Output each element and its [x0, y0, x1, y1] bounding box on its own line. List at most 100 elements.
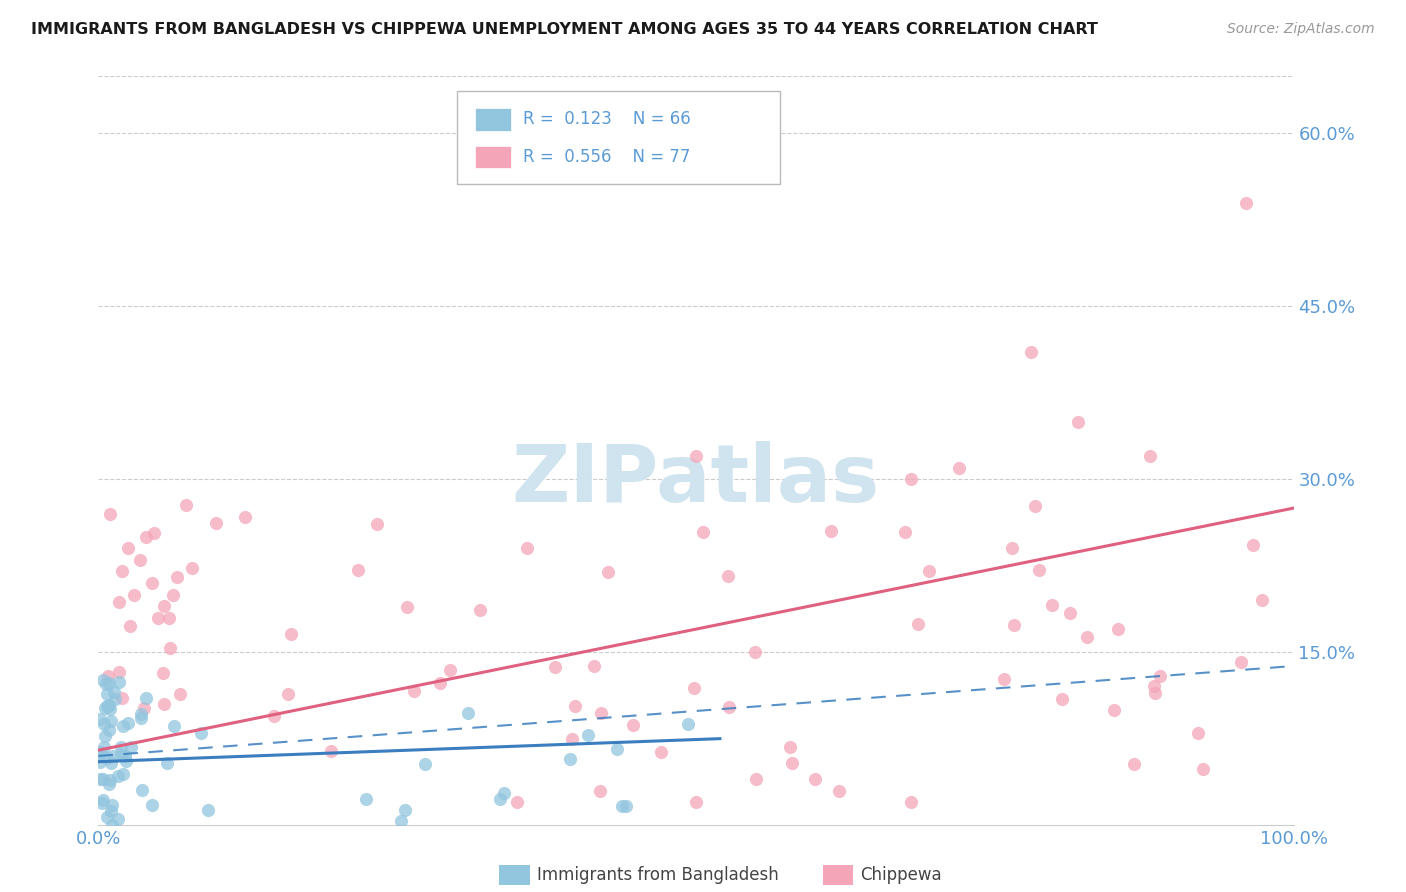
Point	[506, 795, 529, 809]
Point	[900, 472, 922, 486]
Point	[96, 698, 118, 713]
Point	[389, 814, 412, 829]
Point	[685, 795, 707, 809]
Point	[1192, 762, 1215, 776]
Point	[101, 748, 124, 763]
Point	[718, 700, 741, 714]
Point	[319, 744, 342, 758]
Point	[103, 685, 125, 699]
Text: R =  0.123    N = 66: R = 0.123 N = 66	[523, 111, 690, 128]
Point	[589, 783, 612, 797]
Point	[429, 676, 451, 690]
Point	[101, 818, 124, 832]
Text: Chippewa: Chippewa	[860, 866, 942, 884]
Point	[159, 640, 181, 655]
Point	[614, 798, 637, 813]
Point	[153, 697, 176, 711]
Point	[1149, 669, 1171, 683]
Point	[90, 745, 112, 759]
Text: IMMIGRANTS FROM BANGLADESH VS CHIPPEWA UNEMPLOYMENT AMONG AGES 35 TO 44 YEARS CO: IMMIGRANTS FROM BANGLADESH VS CHIPPEWA U…	[31, 22, 1098, 37]
Point	[117, 541, 139, 556]
Point	[277, 687, 299, 701]
Text: Source: ZipAtlas.com: Source: ZipAtlas.com	[1227, 22, 1375, 37]
FancyBboxPatch shape	[475, 145, 510, 168]
Point	[1107, 622, 1129, 636]
Point	[717, 569, 740, 583]
Point	[142, 526, 165, 541]
Point	[153, 599, 176, 613]
Point	[1139, 449, 1161, 463]
Point	[1001, 541, 1024, 555]
Point	[596, 565, 619, 579]
Point	[157, 611, 180, 625]
Point	[108, 594, 131, 608]
Point	[685, 449, 707, 463]
Point	[564, 698, 586, 713]
Point	[110, 739, 132, 754]
Point	[692, 524, 714, 539]
Point	[107, 769, 129, 783]
Point	[1040, 598, 1063, 612]
Point	[494, 787, 516, 801]
Point	[111, 719, 134, 733]
Point	[683, 681, 706, 696]
FancyBboxPatch shape	[457, 91, 780, 185]
Point	[107, 674, 129, 689]
Point	[97, 669, 120, 683]
Point	[948, 460, 970, 475]
Point	[108, 665, 131, 679]
Point	[1028, 563, 1050, 577]
Point	[402, 684, 425, 698]
Point	[129, 553, 152, 567]
Point	[489, 792, 512, 806]
Point	[820, 524, 842, 539]
Point	[1241, 538, 1264, 552]
Point	[100, 756, 122, 770]
Point	[141, 576, 163, 591]
Point	[1076, 630, 1098, 644]
Point	[650, 744, 672, 758]
Point	[1230, 656, 1253, 670]
Point	[148, 610, 170, 624]
Point	[93, 717, 115, 731]
Point	[621, 718, 644, 732]
Point	[591, 706, 613, 720]
Point	[91, 793, 114, 807]
Point	[804, 772, 827, 786]
Point	[89, 755, 111, 769]
Point	[1002, 617, 1025, 632]
Point	[91, 796, 114, 810]
Point	[114, 749, 136, 764]
Point	[197, 803, 219, 817]
Point	[205, 516, 228, 530]
Point	[1234, 195, 1257, 210]
Point	[163, 719, 186, 733]
Point	[606, 742, 628, 756]
Point	[111, 691, 134, 706]
Point	[162, 588, 184, 602]
Point	[907, 616, 929, 631]
Text: ZIPatlas: ZIPatlas	[512, 442, 880, 519]
Point	[98, 702, 121, 716]
Point	[544, 660, 567, 674]
Point	[1251, 593, 1274, 607]
Point	[91, 772, 114, 786]
Point	[129, 711, 152, 725]
FancyBboxPatch shape	[475, 108, 510, 130]
Point	[993, 672, 1015, 686]
Point	[100, 714, 122, 728]
Point	[181, 561, 204, 575]
Point	[97, 723, 120, 737]
Point	[366, 516, 388, 531]
Text: R =  0.556    N = 77: R = 0.556 N = 77	[523, 148, 690, 166]
Point	[1050, 692, 1073, 706]
Point	[782, 756, 804, 771]
Point	[1019, 345, 1042, 359]
Point	[97, 698, 120, 713]
Point	[280, 627, 302, 641]
Point	[744, 645, 766, 659]
Point	[124, 588, 146, 602]
Point	[233, 509, 256, 524]
Point	[576, 728, 599, 742]
Point	[89, 712, 111, 726]
